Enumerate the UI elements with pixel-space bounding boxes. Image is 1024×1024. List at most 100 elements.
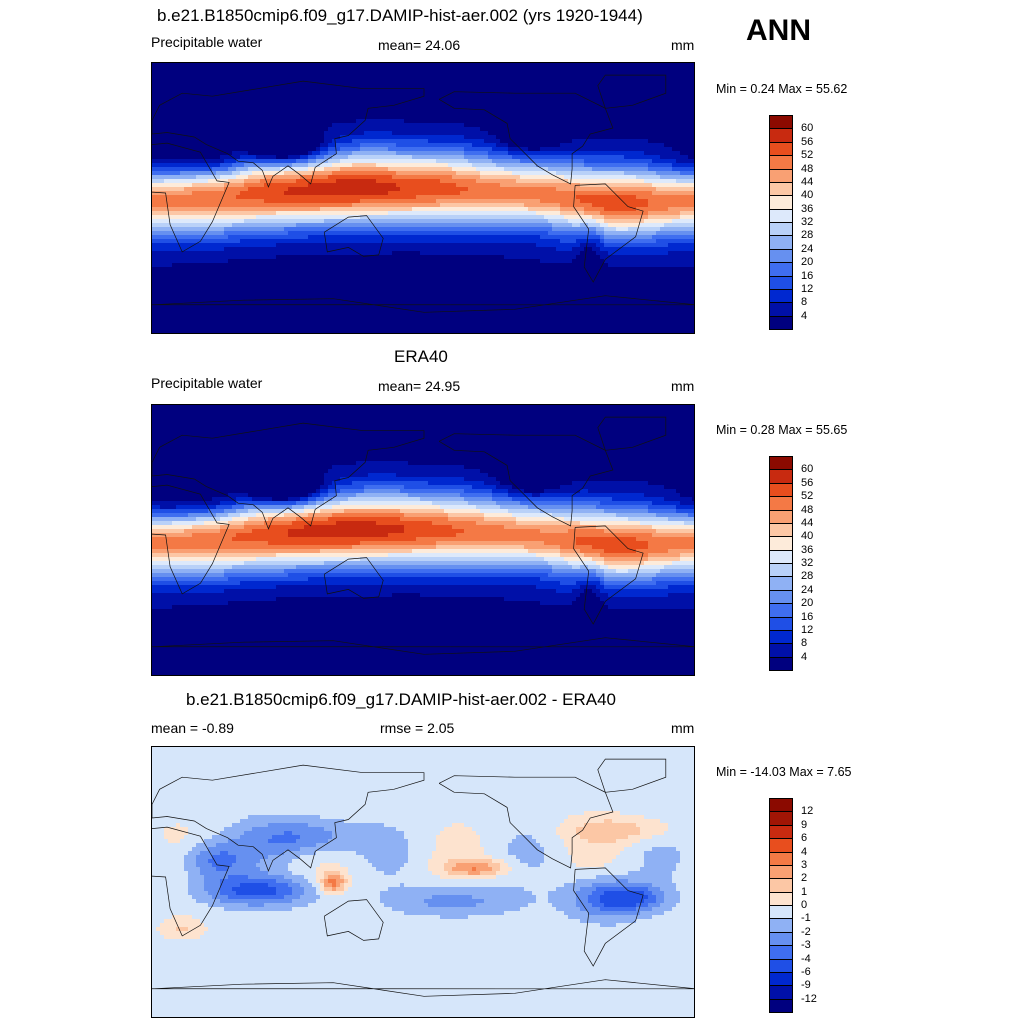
panel-3-units-label: mm [671,720,694,736]
colorbar-swatch [769,998,793,1013]
panel-3-mean-label: mean = -0.89 [151,720,234,736]
colorbar-swatch [769,128,793,143]
colorbar-label: 28 [801,570,813,582]
coastline [323,557,384,599]
colorbar-swatch [769,905,793,920]
colorbar-swatch [769,222,793,237]
colorbar-swatch [769,616,793,631]
colorbar-swatch [769,589,793,605]
colorbar-label: 48 [801,504,813,516]
coastline [152,295,694,313]
colorbar-label: 4 [801,310,807,322]
coastline [597,416,667,451]
colorbar-swatch [769,824,793,840]
coastline [152,80,425,188]
colorbar-swatch [769,918,793,933]
colorbar-swatch [769,536,793,551]
colorbar-swatch [769,945,793,960]
colorbar-label: 0 [801,899,807,911]
colorbar-label: 44 [801,517,813,529]
coastline [323,215,384,257]
colorbar-swatch [769,469,793,484]
colorbar-swatch [769,248,793,264]
colorbar-label: 20 [801,597,813,609]
colorbar-label: -3 [801,939,811,951]
colorbar-swatch [769,656,793,671]
panel-1-units-label: mm [671,37,694,53]
colorbar-swatch [769,891,793,906]
colorbar-label: 40 [801,189,813,201]
colorbar-label: 3 [801,859,807,871]
coastline [152,484,230,595]
colorbar-label: 12 [801,283,813,295]
colorbar-label: 60 [801,122,813,134]
colorbar-swatch [769,275,793,290]
colorbar-label: 12 [801,805,813,817]
coastline [152,422,425,530]
colorbar-swatch [769,643,793,658]
colorbar-label: 32 [801,557,813,569]
colorbar-swatch [769,576,793,591]
colorbar-swatch [769,985,793,1000]
colorbar-swatch [769,155,793,170]
colorbar-label: 48 [801,163,813,175]
coastline [323,899,384,941]
colorbar-swatch [769,931,793,947]
colorbar-label: 2 [801,872,807,884]
panel-3-minmax: Min = -14.03 Max = 7.65 [716,765,852,779]
colorbar-swatch [769,522,793,538]
colorbar-label: -6 [801,966,811,978]
colorbar-swatch [769,811,793,826]
colorbar-swatch [769,208,793,223]
coastline [438,91,614,185]
map-svg [152,747,694,1017]
colorbar-label: 4 [801,846,807,858]
colorbar-swatch [769,235,793,250]
coastline [152,826,230,937]
colorbar-label: 9 [801,819,807,831]
colorbar-swatch [769,563,793,578]
colorbar-label: 52 [801,490,813,502]
panel-2-title: ERA40 [394,347,448,367]
coastline [597,74,667,109]
colorbar-label: 36 [801,203,813,215]
coastline [152,979,694,997]
panel-2-minmax: Min = 0.28 Max = 55.65 [716,423,847,437]
panel-1-mean-label: mean= 24.06 [378,37,460,53]
colorbar-label: 44 [801,176,813,188]
colorbar-label: 8 [801,296,807,308]
colorbar-swatch [769,288,793,304]
panel-1-colorbar: 60 56 52 48 44 40 36 32 28 24 20 16 12 8 4 [769,115,813,330]
colorbar-swatch [769,878,793,893]
colorbar-swatch [769,549,793,564]
panel-3-title: b.e21.B1850cmip6.f09_g17.DAMIP-hist-aer.… [186,690,616,710]
panel-2-mean-label: mean= 24.95 [378,378,460,394]
panel-2-colorbar: 60 56 52 48 44 40 36 32 28 24 20 16 12 8 4 [769,456,813,671]
colorbar-swatch [769,864,793,880]
colorbar-label: 4 [801,651,807,663]
colorbar-label: 52 [801,149,813,161]
colorbar-swatch [769,141,793,157]
panel-2-variable-label: Precipitable water [151,375,262,391]
colorbar-label: 8 [801,637,807,649]
coastline [438,433,614,527]
colorbar-label: 56 [801,477,813,489]
colorbar-label: 20 [801,256,813,268]
colorbar-swatch [769,456,793,471]
panel-3-colorbar: 12 9 6 4 3 2 1 0 -1 -2 -3 -4 -6 -9 -12 [769,798,817,1013]
colorbar-label: 24 [801,243,813,255]
colorbar-swatch [769,603,793,618]
colorbar-label: 12 [801,624,813,636]
colorbar-label: 36 [801,544,813,556]
colorbar-label: -12 [801,993,817,1005]
colorbar-swatch [769,482,793,498]
coastline [152,142,230,253]
coastline [438,775,614,869]
season-label: ANN [746,14,811,48]
colorbar-label: 6 [801,832,807,844]
colorbar-swatch [769,115,793,130]
panel-1-title: b.e21.B1850cmip6.f09_g17.DAMIP-hist-aer.… [157,6,643,26]
colorbar-swatch [769,798,793,813]
colorbar-swatch [769,195,793,210]
panel-2-map [151,404,695,676]
